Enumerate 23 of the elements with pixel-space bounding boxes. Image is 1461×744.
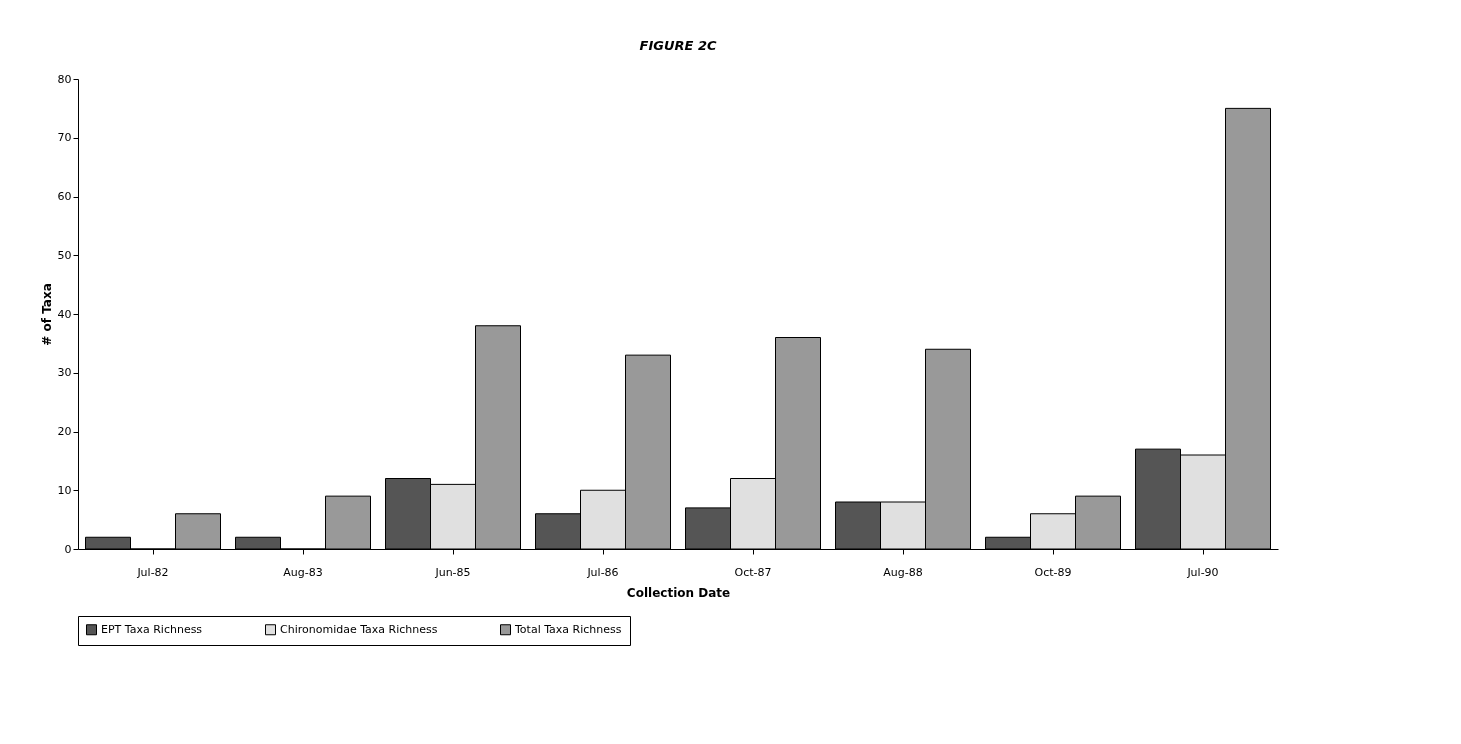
x-tick-label: Jun-85 bbox=[434, 565, 471, 579]
x-tick-label: Aug-88 bbox=[883, 565, 923, 579]
x-tick-label: Jul-90 bbox=[1186, 565, 1219, 579]
legend-label: EPT Taxa Richness bbox=[101, 622, 203, 636]
x-tick-label: Oct-87 bbox=[734, 565, 772, 579]
y-tick-label: 20 bbox=[57, 425, 72, 438]
legend-label: Chironomidae Taxa Richness bbox=[280, 622, 438, 636]
y-tick-label: 40 bbox=[57, 307, 72, 321]
y-axis-title: # of Taxa bbox=[39, 283, 54, 346]
y-tick-label: 80 bbox=[57, 72, 72, 86]
y-tick-label: 10 bbox=[57, 483, 72, 497]
x-tick-label: Jul-86 bbox=[586, 565, 619, 579]
x-tick-label: Jul-82 bbox=[136, 565, 169, 579]
x-axis-title: Collection Date bbox=[626, 585, 731, 600]
y-tick-label: 30 bbox=[57, 366, 72, 380]
x-tick-label: Aug-83 bbox=[283, 565, 323, 579]
y-tick-label: 70 bbox=[57, 131, 72, 145]
y-tick-label: 60 bbox=[57, 190, 72, 203]
chart-title: FIGURE 2C bbox=[639, 38, 717, 53]
y-tick-label: 0 bbox=[64, 542, 72, 556]
legend-label: Total Taxa Richness bbox=[514, 622, 622, 636]
y-tick-label: 50 bbox=[57, 248, 72, 262]
x-tick-label: Oct-89 bbox=[1034, 565, 1072, 579]
